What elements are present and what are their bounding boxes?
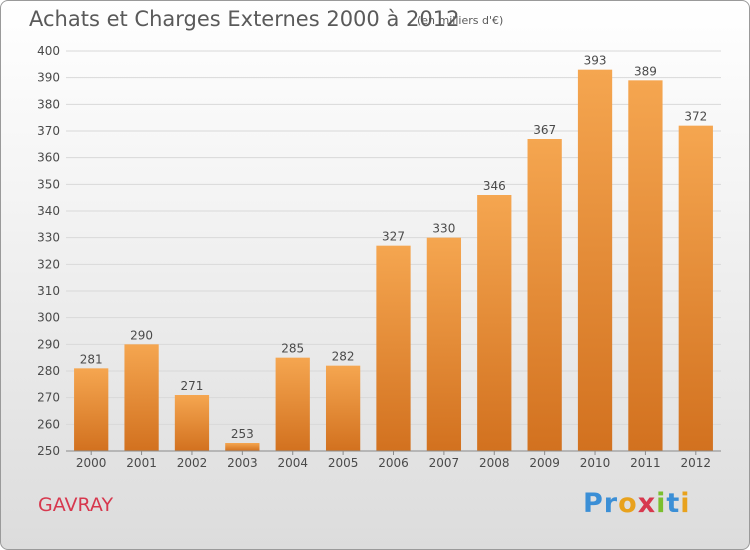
x-tick-label: 2001 [126, 456, 157, 470]
bar [426, 237, 462, 451]
bar-value-label: 271 [181, 379, 204, 393]
bar-value-label: 389 [634, 64, 657, 78]
y-tick-label: 260 [37, 417, 60, 431]
y-tick-label: 250 [37, 444, 60, 458]
bar-value-label: 281 [80, 352, 103, 366]
x-tick-label: 2003 [227, 456, 258, 470]
y-tick-label: 400 [37, 44, 60, 58]
bar [74, 368, 109, 451]
bar [124, 344, 159, 451]
x-tick-label: 2002 [177, 456, 208, 470]
y-tick-label: 360 [37, 151, 60, 165]
y-tick-label: 280 [37, 364, 60, 378]
y-tick-label: 370 [37, 124, 60, 138]
bar [628, 80, 663, 451]
bar-value-label: 290 [130, 328, 153, 342]
bar [376, 245, 411, 451]
x-axis: 2000 2001 2002 2003 2004 2005 2006 2007 2008 2009… [66, 450, 721, 470]
y-tick-label: 310 [37, 284, 60, 298]
bar-value-label: 330 [432, 222, 455, 236]
bar [225, 443, 260, 451]
bar-value-label: 282 [332, 350, 355, 364]
bar-value-label: 253 [231, 427, 254, 441]
commune-name: GAVRAY [38, 494, 114, 516]
bar [477, 195, 512, 451]
bar [325, 365, 361, 451]
x-tick-label: 2010 [580, 456, 611, 470]
bar-value-label: 346 [483, 179, 506, 193]
x-tick-label: 2000 [76, 456, 107, 470]
bar [527, 139, 562, 451]
y-tick-label: 350 [37, 177, 60, 191]
x-tick-label: 2006 [378, 456, 409, 470]
x-tick-label: 2005 [328, 456, 359, 470]
x-tick-label: 2004 [277, 456, 308, 470]
x-tick-label: 2008 [479, 456, 510, 470]
y-tick-label: 300 [37, 311, 60, 325]
bar-value-label: 367 [533, 123, 556, 137]
bar [577, 69, 613, 452]
bar [275, 357, 310, 451]
y-tick-label: 270 [37, 391, 60, 405]
bar [174, 395, 210, 451]
y-tick-label: 380 [37, 97, 60, 111]
y-tick-label: 320 [37, 257, 60, 271]
bar-value-label: 372 [684, 110, 707, 124]
x-tick-label: 2009 [529, 456, 560, 470]
value-labels: 281 290 271 253 285 282 327 330 346 367 393 389 372 [80, 54, 708, 441]
y-tick-label: 390 [37, 71, 60, 85]
chart-subtitle: (en milliers d'€) [417, 14, 504, 27]
x-tick-label: 2007 [429, 456, 460, 470]
bars [74, 69, 713, 452]
y-tick-label: 330 [37, 231, 60, 245]
x-tick-label: 2012 [681, 456, 712, 470]
x-tick-label: 2011 [630, 456, 661, 470]
bar-value-label: 285 [281, 342, 304, 356]
bar-value-label: 327 [382, 230, 405, 244]
bar [678, 125, 713, 452]
chart-title: Achats et Charges Externes 2000 à 2012 [29, 7, 460, 31]
y-tick-label: 340 [37, 204, 60, 218]
y-axis: 250 260 270 280 290 300 310 320 330 340 350 360 370 3… [37, 44, 60, 458]
bar-value-label: 393 [584, 54, 607, 68]
y-tick-label: 290 [37, 337, 60, 351]
proxiti-logo: Proxiti [583, 488, 691, 519]
